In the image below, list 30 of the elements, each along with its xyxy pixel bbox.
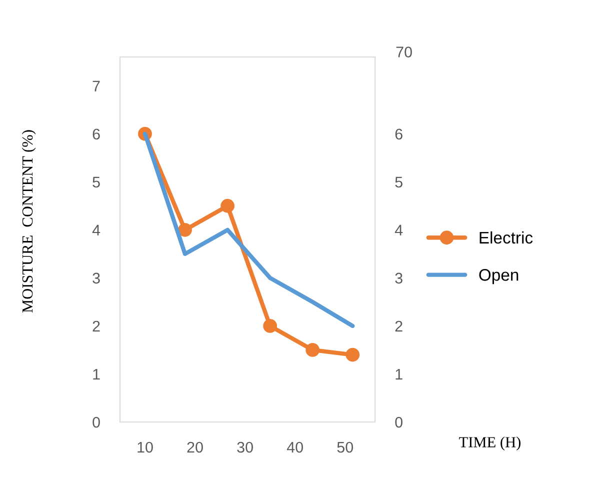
point (306, 343, 320, 357)
x-tick-label: 40 (286, 442, 303, 453)
y-tick-label: 4 (92, 224, 100, 236)
y-axis-title: MOISTURE CONTENT (%) (22, 130, 36, 313)
text: 70 (396, 46, 412, 58)
y2-tick-label: 2 (395, 320, 402, 332)
y-tick-label: 6 (92, 128, 100, 140)
legend-label: Open (479, 269, 518, 284)
y-tick-label: 3 (92, 272, 100, 284)
y-tick-label: 7 (92, 80, 100, 92)
x-tick-label: 10 (138, 442, 153, 453)
y2-tick-label: 6 (395, 128, 402, 140)
y2-tick-label: 5 (395, 176, 402, 188)
x-tick-label: 50 (337, 442, 354, 453)
legend-label: Electric (480, 231, 533, 244)
point (220, 198, 234, 213)
point (263, 319, 278, 333)
y2-tick-label: 0 (395, 416, 402, 428)
point (346, 348, 360, 362)
y2-tick-label: 1 (396, 369, 402, 380)
y2-tick-label: 4 (394, 224, 403, 236)
y2-tick-label: 3 (395, 272, 402, 284)
y-tick-label: 2 (92, 320, 100, 332)
x-tick-label: 30 (237, 442, 253, 453)
y-tick-label: 0 (92, 416, 100, 428)
x-axis-title: TIME (H) (459, 436, 520, 450)
y-tick-label: 1 (93, 369, 100, 380)
y-tick-label: 5 (92, 176, 100, 188)
x-tick-label: 20 (187, 442, 203, 453)
point (178, 222, 192, 237)
